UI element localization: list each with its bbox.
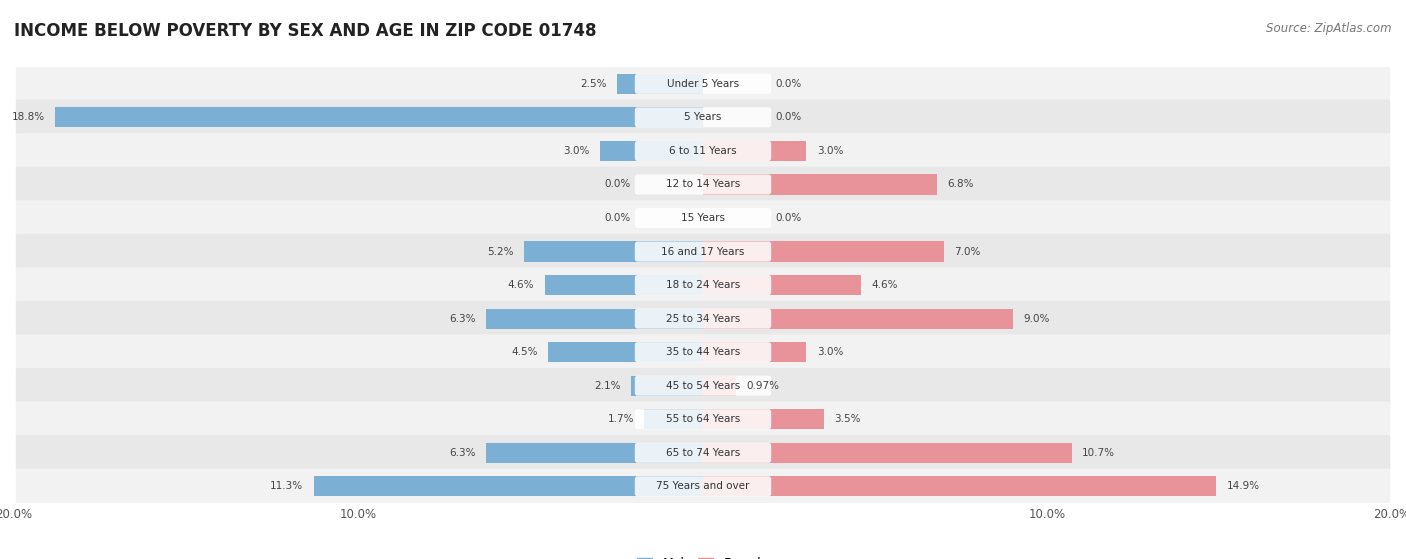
Text: 65 to 74 Years: 65 to 74 Years xyxy=(666,448,740,458)
Text: Under 5 Years: Under 5 Years xyxy=(666,79,740,89)
FancyBboxPatch shape xyxy=(15,435,1391,471)
Text: 4.6%: 4.6% xyxy=(872,280,898,290)
Bar xyxy=(703,141,807,161)
Bar xyxy=(548,342,703,362)
Bar xyxy=(703,342,807,362)
FancyBboxPatch shape xyxy=(634,443,772,463)
FancyBboxPatch shape xyxy=(634,141,772,161)
Text: 11.3%: 11.3% xyxy=(270,481,304,491)
Bar xyxy=(617,74,703,94)
Text: 35 to 44 Years: 35 to 44 Years xyxy=(666,347,740,357)
FancyBboxPatch shape xyxy=(634,174,772,195)
Text: INCOME BELOW POVERTY BY SEX AND AGE IN ZIP CODE 01748: INCOME BELOW POVERTY BY SEX AND AGE IN Z… xyxy=(14,22,596,40)
FancyBboxPatch shape xyxy=(15,401,1391,437)
Bar xyxy=(703,174,938,195)
FancyBboxPatch shape xyxy=(634,342,772,362)
Bar xyxy=(55,107,703,127)
Bar xyxy=(486,443,703,463)
Text: 2.5%: 2.5% xyxy=(581,79,606,89)
FancyBboxPatch shape xyxy=(634,241,772,262)
FancyBboxPatch shape xyxy=(634,476,772,496)
Text: 55 to 64 Years: 55 to 64 Years xyxy=(666,414,740,424)
FancyBboxPatch shape xyxy=(15,133,1391,169)
Text: 3.0%: 3.0% xyxy=(817,146,844,156)
Text: 14.9%: 14.9% xyxy=(1226,481,1260,491)
Text: Source: ZipAtlas.com: Source: ZipAtlas.com xyxy=(1267,22,1392,35)
FancyBboxPatch shape xyxy=(15,167,1391,202)
FancyBboxPatch shape xyxy=(15,234,1391,269)
Text: 6 to 11 Years: 6 to 11 Years xyxy=(669,146,737,156)
Bar xyxy=(599,141,703,161)
Text: 16 and 17 Years: 16 and 17 Years xyxy=(661,247,745,257)
Bar xyxy=(631,376,703,396)
Text: 6.3%: 6.3% xyxy=(449,448,475,458)
Text: 0.0%: 0.0% xyxy=(605,213,631,223)
Bar xyxy=(703,376,737,396)
Text: 0.97%: 0.97% xyxy=(747,381,780,391)
Text: 2.1%: 2.1% xyxy=(593,381,620,391)
FancyBboxPatch shape xyxy=(634,409,772,429)
Text: 4.6%: 4.6% xyxy=(508,280,534,290)
Bar xyxy=(544,275,703,295)
Text: 25 to 34 Years: 25 to 34 Years xyxy=(666,314,740,324)
Text: 7.0%: 7.0% xyxy=(955,247,981,257)
Text: 5.2%: 5.2% xyxy=(486,247,513,257)
Bar xyxy=(644,409,703,429)
FancyBboxPatch shape xyxy=(15,66,1391,102)
Text: 1.7%: 1.7% xyxy=(607,414,634,424)
Bar xyxy=(703,409,824,429)
Bar xyxy=(703,443,1071,463)
Bar xyxy=(314,476,703,496)
Text: 10.7%: 10.7% xyxy=(1083,448,1115,458)
Bar xyxy=(703,309,1012,329)
Text: 6.3%: 6.3% xyxy=(449,314,475,324)
Text: 3.5%: 3.5% xyxy=(834,414,860,424)
Text: 45 to 54 Years: 45 to 54 Years xyxy=(666,381,740,391)
FancyBboxPatch shape xyxy=(634,376,772,396)
FancyBboxPatch shape xyxy=(15,100,1391,135)
FancyBboxPatch shape xyxy=(15,368,1391,404)
Bar xyxy=(703,241,945,262)
Legend: Male, Female: Male, Female xyxy=(633,552,773,559)
Text: 6.8%: 6.8% xyxy=(948,179,974,190)
Text: 3.0%: 3.0% xyxy=(817,347,844,357)
Bar xyxy=(486,309,703,329)
Text: 15 Years: 15 Years xyxy=(681,213,725,223)
Text: 0.0%: 0.0% xyxy=(775,79,801,89)
FancyBboxPatch shape xyxy=(634,74,772,94)
Text: 0.0%: 0.0% xyxy=(775,112,801,122)
FancyBboxPatch shape xyxy=(634,309,772,329)
Text: 5 Years: 5 Years xyxy=(685,112,721,122)
FancyBboxPatch shape xyxy=(15,334,1391,370)
FancyBboxPatch shape xyxy=(15,267,1391,303)
FancyBboxPatch shape xyxy=(634,275,772,295)
Text: 18 to 24 Years: 18 to 24 Years xyxy=(666,280,740,290)
FancyBboxPatch shape xyxy=(15,301,1391,337)
Text: 0.0%: 0.0% xyxy=(605,179,631,190)
Bar xyxy=(703,476,1216,496)
FancyBboxPatch shape xyxy=(634,107,772,127)
Text: 9.0%: 9.0% xyxy=(1024,314,1050,324)
FancyBboxPatch shape xyxy=(634,208,772,228)
Text: 12 to 14 Years: 12 to 14 Years xyxy=(666,179,740,190)
Text: 4.5%: 4.5% xyxy=(512,347,537,357)
Text: 3.0%: 3.0% xyxy=(562,146,589,156)
Text: 0.0%: 0.0% xyxy=(775,213,801,223)
Text: 75 Years and over: 75 Years and over xyxy=(657,481,749,491)
FancyBboxPatch shape xyxy=(15,468,1391,504)
Bar xyxy=(524,241,703,262)
FancyBboxPatch shape xyxy=(15,200,1391,236)
Text: 18.8%: 18.8% xyxy=(11,112,45,122)
Bar xyxy=(703,275,862,295)
